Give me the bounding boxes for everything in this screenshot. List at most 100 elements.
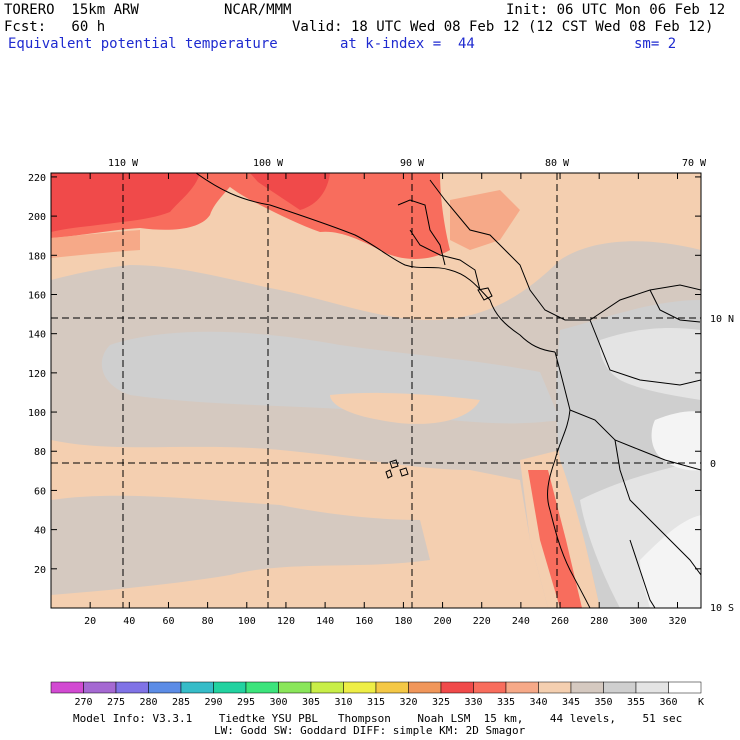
y-grid-label-20: 20 <box>34 565 46 576</box>
model-info-line2: LW: Godd SW: Goddard DIFF: simple KM: 2D… <box>214 724 526 737</box>
x-grid-label-300: 300 <box>629 616 647 627</box>
y-grid-label-220: 220 <box>28 173 46 184</box>
graticule <box>51 173 701 608</box>
coastline-south-america <box>547 351 591 608</box>
x-grid-label-180: 180 <box>394 616 412 627</box>
model-info-line1: Model Info: V3.3.1 Tiedtke YSU PBL Thomp… <box>73 712 683 725</box>
field-region-340-gulf <box>450 190 520 250</box>
lat-label-10n: 10 N <box>710 314 734 325</box>
field-region-350-lower <box>51 495 430 595</box>
field-region-345-mid <box>330 392 480 424</box>
field-region-330-northwest <box>51 173 200 232</box>
valid-time: Valid: 18 UTC Wed 08 Feb 12 (12 CST Wed … <box>292 19 714 35</box>
field-region-350-west <box>51 274 270 330</box>
colorbar-swatch-9 <box>343 681 377 694</box>
x-grid-label-140: 140 <box>316 616 334 627</box>
model-title: TORERO 15km ARW <box>4 2 139 18</box>
forecast-hour: Fcst: 60 h <box>4 19 106 35</box>
smoothing-label: sm= 2 <box>634 36 677 52</box>
colorbar-label-360: 360 <box>659 697 677 708</box>
level-label: at k-index = 44 <box>340 36 475 52</box>
lon-label-70w: 70 W <box>682 158 707 169</box>
galapagos-islands <box>385 459 409 479</box>
map-frame <box>50 172 702 609</box>
colorbar-swatch-6 <box>245 681 279 694</box>
lon-label-100w: 100 W <box>253 158 284 169</box>
colorbar-label-340: 340 <box>529 697 547 708</box>
colorbar-swatch-1 <box>83 681 117 694</box>
lake-nicaragua <box>477 287 493 301</box>
x-grid-label-100: 100 <box>238 616 256 627</box>
coastline-mexico <box>195 173 556 353</box>
colorbar-swatch-12 <box>440 681 474 694</box>
x-grid-label-40: 40 <box>123 616 135 627</box>
colorbar-label-285: 285 <box>172 697 190 708</box>
colorbar-swatch-13 <box>473 681 507 694</box>
colorbar-label-310: 310 <box>334 697 352 708</box>
x-grid-label-20: 20 <box>84 616 96 627</box>
field-region-330-gulf <box>250 173 330 210</box>
colorbar-swatch-19 <box>668 681 702 694</box>
field-name: Equivalent potential temperature <box>8 36 278 52</box>
colorbar-label-355: 355 <box>627 697 645 708</box>
colorbar-label-290: 290 <box>204 697 222 708</box>
colorbar-label-300: 300 <box>269 697 287 708</box>
lon-label-80w: 80 W <box>545 158 570 169</box>
colorbar-swatch-14 <box>505 681 539 694</box>
coastline-caribbean <box>429 179 701 321</box>
colorbar-label-350: 350 <box>594 697 612 708</box>
y-grid-label-120: 120 <box>28 369 46 380</box>
org-label: NCAR/MMM <box>224 2 292 18</box>
y-grid-label-140: 140 <box>28 330 46 341</box>
y-grid-label-40: 40 <box>34 526 46 537</box>
y-grid-label-60: 60 <box>34 486 46 497</box>
x-grid-label-260: 260 <box>551 616 569 627</box>
colorbar-swatch-5 <box>213 681 247 694</box>
border-ecuador <box>569 409 701 471</box>
coastlines <box>195 173 701 608</box>
map-field <box>51 173 701 608</box>
colorbar-swatch-2 <box>115 681 149 694</box>
field-region-335-gulf <box>215 173 450 259</box>
colorbar-label-270: 270 <box>74 697 92 708</box>
init-time: Init: 06 UTC Mon 06 Feb 12 <box>506 2 726 18</box>
field-region-365-patch <box>651 411 701 471</box>
colorbar-unit: K <box>698 697 704 708</box>
colorbar-label-320: 320 <box>399 697 417 708</box>
colorbar-label-345: 345 <box>562 697 580 708</box>
x-grid-label-220: 220 <box>473 616 491 627</box>
colorbar-label-325: 325 <box>432 697 450 708</box>
field-region-365-land <box>640 515 701 608</box>
x-grid-label-60: 60 <box>162 616 174 627</box>
x-grid-label-320: 320 <box>668 616 686 627</box>
coastline-yucatan <box>397 199 446 266</box>
colorbar-label-275: 275 <box>107 697 125 708</box>
colorbar-swatch-15 <box>538 681 572 694</box>
colorbar-swatch-7 <box>278 681 312 694</box>
colorbar-swatch-0 <box>50 681 84 694</box>
colorbar-label-330: 330 <box>464 697 482 708</box>
colorbar-swatch-4 <box>180 681 214 694</box>
field-region-360-north-land <box>599 328 701 400</box>
border-bolivia <box>629 539 656 608</box>
colorbar-swatch-10 <box>375 681 409 694</box>
x-grid-label-160: 160 <box>355 616 373 627</box>
x-grid-label-200: 200 <box>434 616 452 627</box>
colorbar-label-295: 295 <box>237 697 255 708</box>
colorbar-label-315: 315 <box>367 697 385 708</box>
x-grid-label-240: 240 <box>512 616 530 627</box>
colorbar-label-305: 305 <box>302 697 320 708</box>
lon-label-110w: 110 W <box>108 158 139 169</box>
y-grid-label-160: 160 <box>28 290 46 301</box>
x-grid-label-80: 80 <box>202 616 214 627</box>
colorbar-swatch-16 <box>570 681 604 694</box>
lon-label-90w: 90 W <box>400 158 425 169</box>
field-region-335-peru <box>528 470 582 608</box>
colorbar-swatch-17 <box>603 681 637 694</box>
x-grid-label-280: 280 <box>590 616 608 627</box>
colorbar-swatch-3 <box>148 681 182 694</box>
axis-ticks: 20 40 60 80 100 120 140 160 180 200 220 240 260 280 30… <box>28 173 701 627</box>
colorbar-swatch-8 <box>310 681 344 694</box>
colorbar: 270 275 280 285 290 295 300 305 310 315 320 325 330 3… <box>50 681 702 708</box>
border-venezuela <box>649 289 701 323</box>
